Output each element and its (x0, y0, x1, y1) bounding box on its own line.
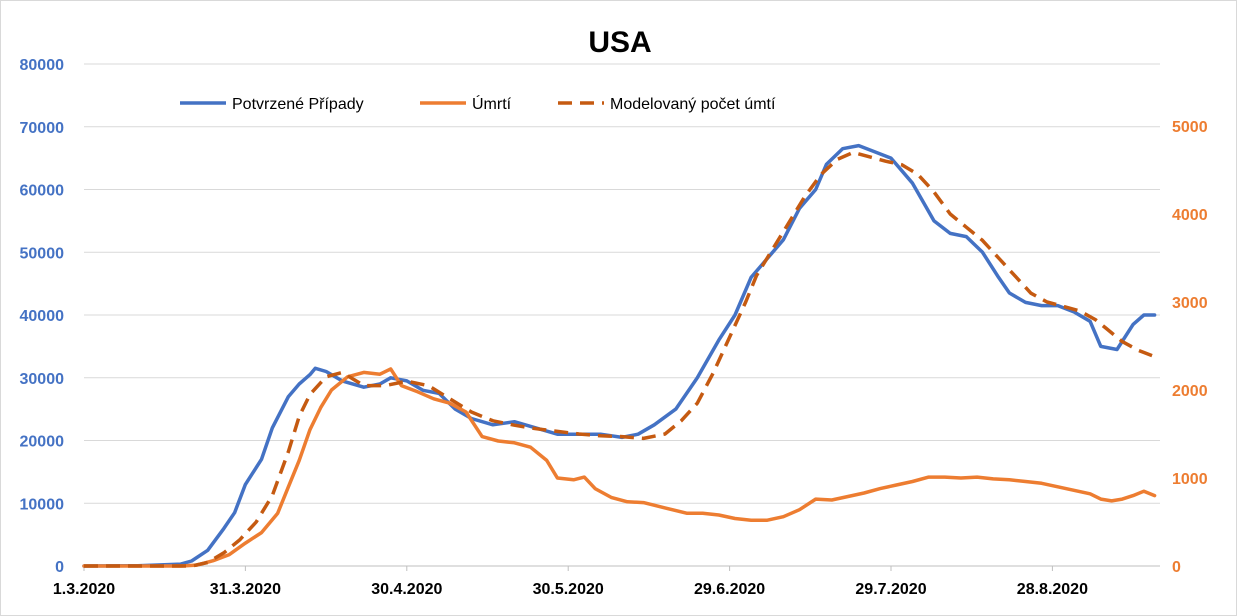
x-tick-label: 31.3.2020 (210, 581, 281, 598)
chart-title: USA (588, 26, 651, 59)
right-tick-label: 2000 (1172, 383, 1208, 400)
x-axis-ticks: 1.3.2020 31.3.2020 30.4.2020 30.5.2020 29.6.… (53, 566, 1088, 598)
legend: Potvrzené Případy Úmrtí Modelovaný počet ú… (180, 94, 776, 113)
x-tick-label: 28.8.2020 (1017, 581, 1088, 598)
right-tick-label: 5000 (1172, 119, 1208, 136)
legend-label: Modelovaný počet úmtí (610, 96, 776, 113)
x-tick-label: 30.5.2020 (533, 581, 604, 598)
x-tick-label: 1.3.2020 (53, 581, 115, 598)
left-tick-label: 70000 (20, 120, 65, 137)
series-line (82, 143, 1157, 568)
right-tick-label: 4000 (1172, 207, 1208, 224)
x-tick-label: 29.7.2020 (855, 581, 926, 598)
left-axis-ticks: 0 10000 20000 30000 40000 50000 60000 70000 8000… (20, 57, 65, 576)
right-tick-label: 3000 (1172, 295, 1208, 312)
left-tick-label: 30000 (20, 371, 65, 388)
x-tick-label: 30.4.2020 (371, 581, 442, 598)
right-tick-label: 1000 (1172, 471, 1208, 488)
left-tick-label: 40000 (20, 308, 65, 325)
gridlines (84, 63, 1160, 567)
series-line (82, 367, 1157, 568)
right-axis-ticks: 0 1000 2000 3000 4000 5000 (1172, 119, 1208, 576)
left-tick-label: 60000 (20, 183, 65, 200)
left-tick-label: 50000 (20, 245, 65, 262)
series-line (84, 150, 1156, 568)
left-tick-label: 80000 (20, 57, 65, 74)
right-tick-label: 0 (1172, 559, 1181, 576)
series-layer (82, 143, 1157, 568)
legend-label: Potvrzené Případy (232, 96, 364, 113)
left-tick-label: 0 (55, 559, 64, 576)
x-tick-label: 29.6.2020 (694, 581, 765, 598)
legend-label: Úmrtí (472, 94, 512, 113)
left-tick-label: 10000 (20, 496, 65, 513)
left-tick-label: 20000 (20, 434, 65, 451)
